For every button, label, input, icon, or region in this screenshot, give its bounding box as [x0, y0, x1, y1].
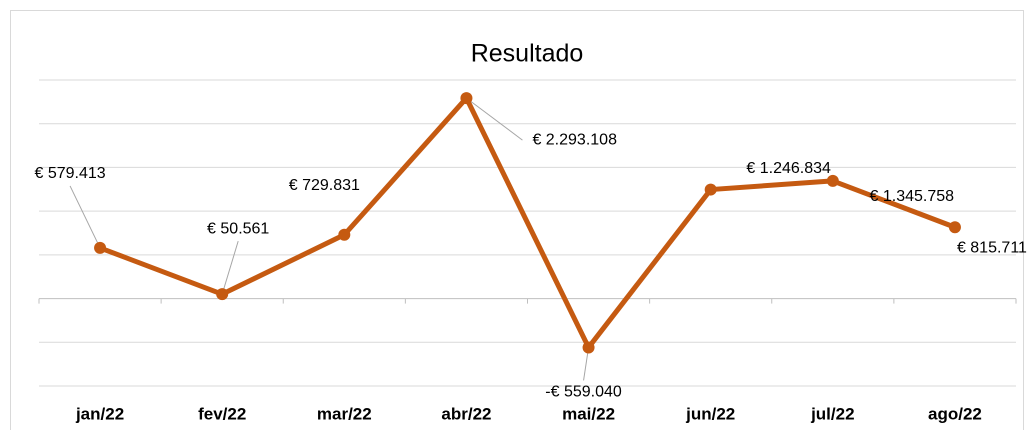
- marker: [338, 228, 351, 241]
- x-tick-label: jan/22: [75, 404, 124, 423]
- leader-line: [69, 185, 101, 249]
- marker: [704, 183, 717, 196]
- data-label: € 729.831: [289, 177, 360, 194]
- x-tick-label: ago/22: [928, 404, 982, 423]
- data-label: € 1.246.834: [746, 160, 831, 177]
- x-tick-label: fev/22: [198, 404, 246, 423]
- line: [99, 95, 956, 350]
- data-label: -€ 559.040: [545, 384, 622, 401]
- chart-title: Resultado: [471, 40, 584, 68]
- chart-frame: [10, 10, 1024, 430]
- marker: [948, 221, 961, 234]
- marker: [94, 241, 107, 254]
- leader-line: [466, 97, 523, 141]
- data-label: € 1.345.758: [870, 188, 955, 205]
- marker: [216, 288, 229, 301]
- x-tick-label: mar/22: [317, 404, 372, 423]
- x-tick-label: jun/22: [685, 404, 735, 423]
- marker: [460, 92, 473, 105]
- x-tick-label: mai/22: [562, 404, 615, 423]
- data-label: € 579.413: [34, 165, 105, 182]
- data-label: € 2.293.108: [532, 131, 617, 148]
- marker: [826, 174, 839, 187]
- leader-line: [221, 241, 239, 295]
- data-label: € 50.561: [207, 220, 269, 237]
- x-tick-label: abr/22: [441, 404, 491, 423]
- data-label: € 815.711: [957, 239, 1027, 256]
- x-tick-label: jul/22: [810, 404, 854, 423]
- marker: [582, 341, 595, 354]
